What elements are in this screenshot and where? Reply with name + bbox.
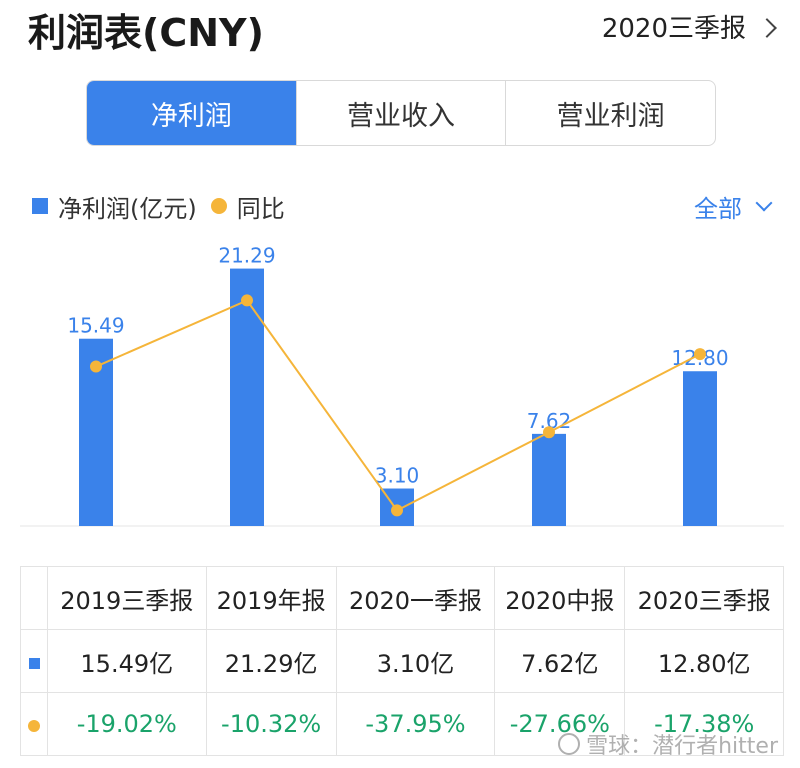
table-cell: 12.80亿 bbox=[624, 629, 784, 693]
table-header: 2020中报 bbox=[494, 566, 626, 630]
snowball-logo-icon bbox=[558, 733, 581, 755]
tab-revenue[interactable]: 营业收入 bbox=[297, 81, 507, 145]
bar-marker-icon bbox=[28, 658, 40, 669]
table-cell: -17.38% bbox=[624, 692, 784, 756]
row-marker-cell bbox=[20, 692, 48, 756]
bar-legend-label: 净利润(亿元) bbox=[58, 194, 197, 223]
yoy-point bbox=[391, 504, 403, 517]
row-marker-cell bbox=[20, 629, 48, 693]
watermark: 雪球：潜行者hitter bbox=[558, 728, 778, 760]
yoy-point bbox=[543, 426, 555, 439]
header: 利润表(CNY) 2020三季报 bbox=[0, 0, 800, 62]
scope-dropdown[interactable]: 全部 bbox=[694, 188, 773, 224]
table-cell: -19.02% bbox=[47, 692, 207, 756]
table-header-row: 2019三季报 2019年报 2020一季报 2020中报 2020三季报 bbox=[20, 566, 784, 630]
bar bbox=[683, 371, 717, 526]
bar bbox=[532, 433, 566, 526]
watermark-text: 雪球：潜行者hitter bbox=[586, 734, 778, 759]
table-header: 2020三季报 bbox=[624, 566, 784, 630]
period-selector[interactable]: 2020三季报 bbox=[601, 8, 777, 45]
table-row-values: 15.49亿 21.29亿 3.10亿 7.62亿 12.80亿 bbox=[20, 629, 784, 693]
table-cell: -37.95% bbox=[335, 692, 496, 756]
bar-value-label: 3.10 bbox=[375, 464, 420, 488]
page-title: 利润表(CNY) bbox=[28, 11, 264, 55]
scope-label: 全部 bbox=[694, 194, 742, 223]
table-header: 2019年报 bbox=[205, 566, 337, 630]
bar-legend-marker bbox=[32, 198, 48, 214]
tab-operating-profit[interactable]: 营业利润 bbox=[556, 100, 665, 132]
table-cell: 7.62亿 bbox=[494, 629, 626, 693]
table-header: 2020一季报 bbox=[335, 566, 496, 630]
bar bbox=[230, 268, 264, 526]
table-cell: 21.29亿 bbox=[205, 629, 337, 693]
table-corner bbox=[20, 566, 48, 630]
dot-marker-icon bbox=[28, 720, 40, 732]
line-legend-marker bbox=[210, 198, 227, 214]
chevron-right-icon bbox=[757, 17, 777, 38]
yoy-point bbox=[241, 294, 253, 307]
table-header: 2019三季报 bbox=[47, 566, 207, 630]
tab-net-profit[interactable]: 净利润 bbox=[87, 81, 297, 145]
chevron-down-icon bbox=[755, 194, 773, 212]
data-table: 2019三季报 2019年报 2020一季报 2020中报 2020三季报 15… bbox=[20, 566, 784, 756]
line-legend-label: 同比 bbox=[236, 194, 285, 223]
bar-value-label: 21.29 bbox=[218, 244, 275, 268]
yoy-point bbox=[694, 348, 706, 361]
bar-value-label: 15.49 bbox=[67, 314, 124, 338]
metric-tabs: 净利润 营业收入 营业利润 bbox=[86, 80, 716, 146]
period-label: 2020三季报 bbox=[601, 14, 746, 44]
table-cell: -10.32% bbox=[205, 692, 337, 756]
table-row-yoy: -19.02% -10.32% -37.95% -27.66% -17.38% bbox=[20, 692, 784, 756]
yoy-point bbox=[90, 360, 102, 373]
table-cell: 3.10亿 bbox=[335, 629, 496, 693]
table-cell: 15.49亿 bbox=[47, 629, 207, 693]
chart-legend: 净利润(亿元) 同比 bbox=[32, 188, 285, 224]
